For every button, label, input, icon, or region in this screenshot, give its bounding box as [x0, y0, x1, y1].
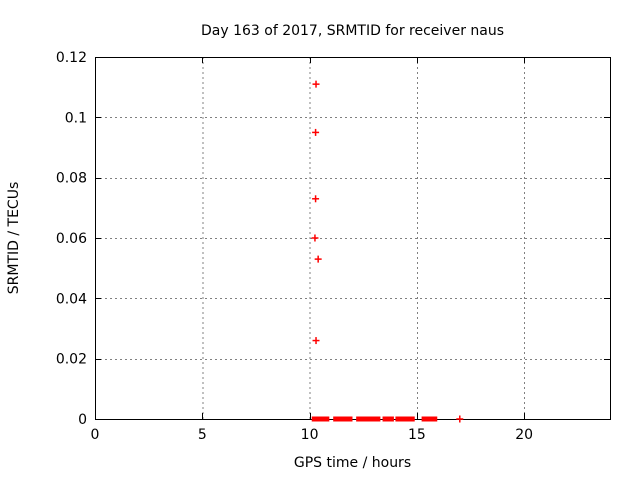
y-tick-label: 0.06	[56, 231, 87, 247]
zero-line-marker-run	[395, 416, 415, 422]
x-tick-label: 15	[408, 427, 426, 443]
zero-line-marker-run	[311, 416, 330, 422]
y-tick-label: 0	[78, 412, 87, 428]
x-tick-label: 20	[515, 427, 533, 443]
x-tick-label: 5	[198, 427, 207, 443]
x-axis-label: GPS time / hours	[293, 455, 412, 471]
plot-border	[95, 57, 611, 420]
chart-title: Day 163 of 2017, SRMTID for receiver nau…	[200, 23, 505, 39]
y-tick-label: 0.1	[65, 110, 87, 126]
zero-line-marker-run	[333, 416, 353, 422]
zero-line-marker-run	[421, 416, 438, 422]
y-tick-label: 0.02	[56, 352, 87, 368]
zero-line-marker-run	[382, 416, 394, 422]
y-tick-label: 0.12	[56, 50, 87, 66]
x-tick-label: 0	[91, 427, 100, 443]
zero-line-marker-run	[356, 416, 381, 422]
x-tick-label: 10	[301, 427, 319, 443]
y-tick-label: 0.04	[56, 291, 87, 307]
y-tick-label: 0.08	[56, 171, 87, 187]
